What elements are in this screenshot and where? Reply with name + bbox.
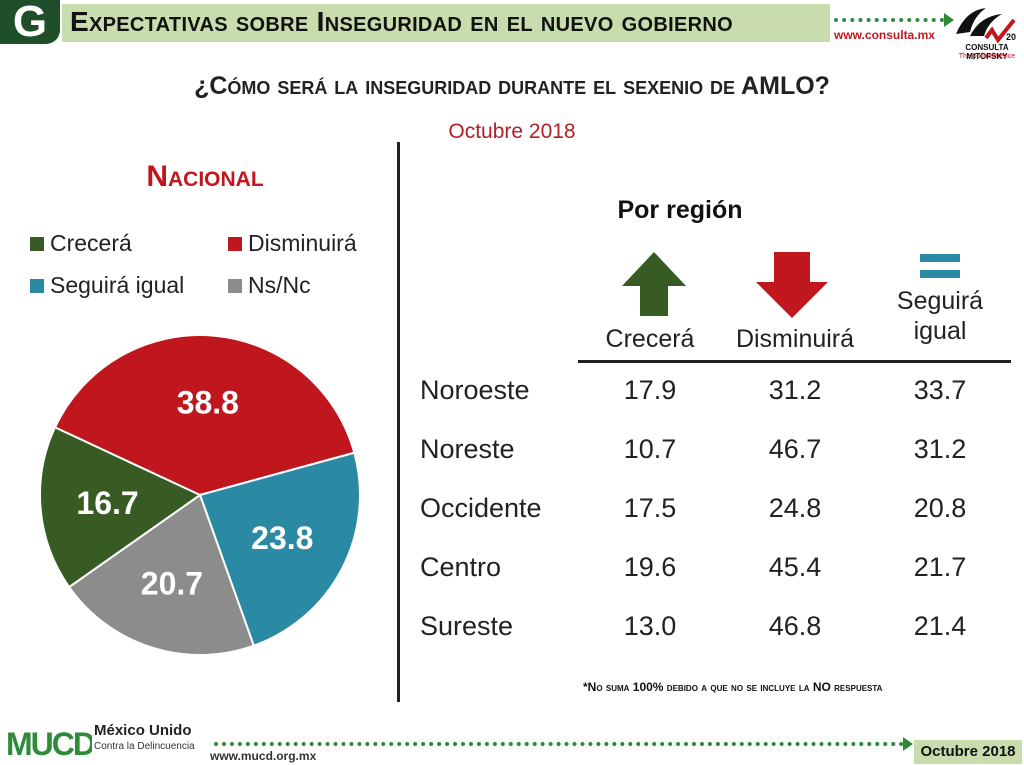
mucd-logo-text: MUCD (6, 726, 92, 761)
consulta-url[interactable]: www.consulta.mx (834, 28, 935, 42)
pie-slice-disminuir (53, 334, 356, 497)
footnote: *No suma 100% debido a que no se incluye… (583, 680, 883, 694)
cell-seguira: 21.7 (913, 552, 967, 582)
legend-label: Seguirá igual (50, 272, 185, 298)
col-header-seguira-line2: igual (913, 317, 967, 345)
section-badge: G (0, 0, 60, 44)
cell-crecera: 17.9 (623, 375, 677, 405)
legend-label: Disminuirá (248, 230, 357, 256)
pie-slice-crecer (39, 426, 202, 589)
consulta-mitofsky-logo: 20 (956, 8, 1016, 44)
pie-data-label: 16.7 (76, 485, 138, 521)
up-arrow-icon (622, 252, 686, 316)
date-subtitle: Octubre 2018 (448, 120, 576, 143)
mucd-logo: MUCD (6, 726, 92, 761)
question-heading: ¿Cómo será la inseguridad durante el sex… (194, 72, 830, 100)
cell-disminuira: 46.8 (768, 611, 822, 641)
cell-crecera: 19.6 (623, 552, 677, 582)
pie-data-label: 20.7 (141, 565, 203, 601)
cell-seguira: 21.4 (913, 611, 967, 641)
legend-label: Crecerá (50, 230, 132, 256)
org-subtitle: Contra la Delincuencia (94, 741, 195, 752)
arrow-right-icon (903, 737, 913, 751)
legend-label: Ns/Nc (248, 272, 311, 298)
cell-seguira: 33.7 (913, 375, 967, 405)
pie-slice-ns-nc (67, 493, 256, 656)
table-header-rule (578, 360, 1011, 363)
row-label-sureste: Sureste (420, 611, 514, 641)
org-name: México Unido (94, 722, 192, 739)
row-label-noreste: Noreste (420, 434, 515, 464)
anniversary-mark: 20 (1006, 32, 1016, 42)
nacional-pie-chart: 38.8 23.8 20.7 16.7 (39, 334, 361, 656)
dotted-line-top (834, 18, 944, 22)
cell-seguira: 31.2 (913, 434, 967, 464)
equals-icon (920, 254, 960, 278)
legend-swatch (30, 237, 44, 251)
consulta-logo-tagline: The poll reference (958, 53, 1016, 60)
cell-crecera: 10.7 (623, 434, 677, 464)
col-header-seguira-line1: Seguirá (896, 287, 984, 315)
title-bar (62, 4, 830, 42)
row-label-occidente: Occidente (420, 493, 542, 523)
legend-swatch (228, 237, 242, 251)
col-header-crecera: Crecerá (605, 325, 695, 353)
col-header-disminuira: Disminuirá (735, 325, 855, 353)
cell-disminuira: 24.8 (768, 493, 822, 523)
cell-crecera: 13.0 (623, 611, 677, 641)
consulta-logo-name: CONSULTA MITOFSKY (965, 43, 1009, 61)
pie-slice-seguir-igual (198, 451, 361, 647)
down-arrow-icon (756, 252, 828, 318)
footer-date: Octubre 2018 (914, 740, 1022, 764)
arrow-right-icon (944, 13, 954, 27)
legend-disminuira: Disminuirá (228, 230, 357, 257)
mucd-url[interactable]: www.mucd.org.mx (210, 749, 317, 763)
row-label-centro: Centro (420, 552, 502, 582)
cell-disminuira: 31.2 (768, 375, 822, 405)
pie-data-label: 38.8 (177, 385, 239, 421)
col-header-seguira: Seguirá igual (880, 286, 1000, 346)
legend-crecera: Crecerá (30, 230, 132, 257)
dotted-line-bottom (214, 742, 904, 746)
legend-nsnc: Ns/Nc (228, 272, 311, 299)
cell-disminuira: 46.7 (768, 434, 822, 464)
legend-seguira: Seguirá igual (30, 272, 184, 299)
page-title: Expectativas sobre Inseguridad en el nue… (70, 6, 733, 37)
vertical-divider (397, 142, 400, 702)
pie-data-label: 23.8 (251, 520, 313, 556)
cell-disminuira: 45.4 (768, 552, 822, 582)
cell-crecera: 17.5 (623, 493, 677, 523)
row-label-noroeste: Noroeste (420, 375, 530, 405)
nacional-title: Nacional (146, 160, 264, 193)
legend-swatch (228, 279, 242, 293)
por-region-title: Por región (617, 196, 743, 224)
cell-seguira: 20.8 (913, 493, 967, 523)
legend-swatch (30, 279, 44, 293)
